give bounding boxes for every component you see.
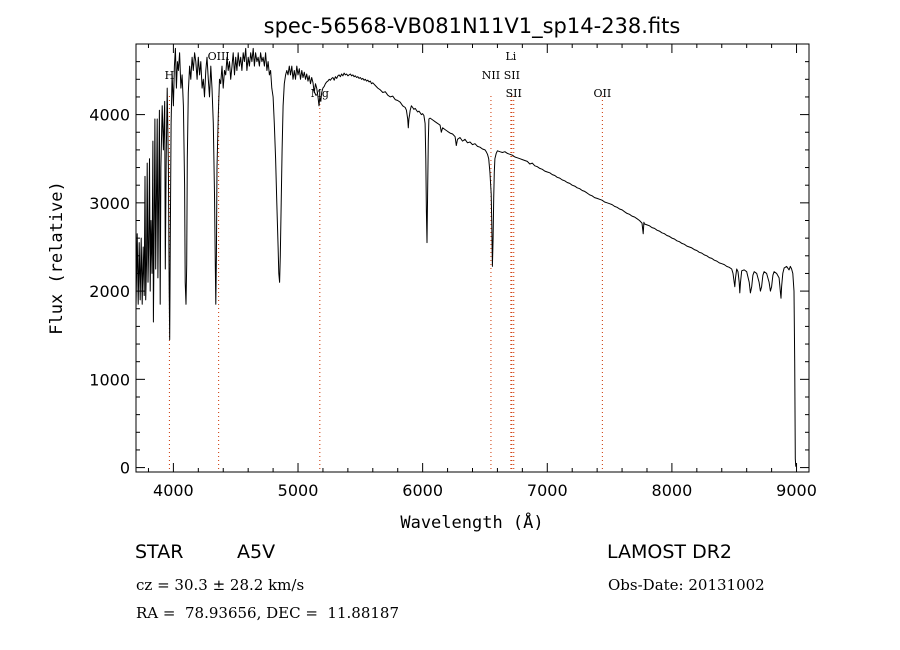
chart-title: spec-56568-VB081N11V1_sp14-238.fits: [264, 14, 681, 39]
x-tick-label: 5000: [278, 481, 319, 500]
x-axis-label: Wavelength (Å): [400, 511, 543, 533]
x-tick-label: 7000: [527, 481, 568, 500]
plot-frame: [135, 43, 810, 473]
object-subclass: A5V: [237, 541, 276, 563]
y-tick-label: 2000: [89, 282, 130, 301]
y-tick-label: 4000: [89, 106, 130, 125]
x-tick-label: 9000: [776, 481, 817, 500]
spectral-line-label: Mg: [311, 87, 329, 100]
spectral-line-label: OIII: [208, 50, 230, 63]
spectral-line-label: H: [165, 69, 175, 82]
y-tick-label: 0: [120, 459, 130, 478]
obs-date: Obs-Date: 20131002: [608, 576, 765, 594]
spectral-line-markers: H OIII Mg NII Li SII SII OII: [165, 50, 612, 472]
spectral-line-label: Li: [505, 50, 516, 63]
spectrum-line: [135, 47, 797, 467]
x-tick-label: 6000: [402, 481, 443, 500]
y-tick-label: 1000: [89, 370, 130, 389]
y-axis-label: Flux (relative): [47, 181, 67, 335]
survey-name: LAMOST DR2: [607, 541, 732, 563]
x-tick-label: 4000: [153, 481, 194, 500]
spectral-line-label: NII: [482, 69, 500, 82]
spectral-line-label: SII: [506, 87, 522, 100]
ra-dec: RA = 78.93656, DEC = 11.88187: [136, 604, 400, 622]
redshift-cz: cz = 30.3 ± 28.2 km/s: [136, 576, 305, 594]
spectral-line-label: OII: [594, 87, 612, 100]
axis-ticks: 4000 5000 6000 7000 8000 9000 0 1000 2000 3000 400…: [89, 44, 817, 500]
x-tick-label: 8000: [652, 481, 693, 500]
y-tick-label: 3000: [89, 194, 130, 213]
spectrum-series: [135, 47, 797, 467]
spectral-line-label: SII: [504, 69, 520, 82]
object-class: STAR: [135, 541, 184, 563]
